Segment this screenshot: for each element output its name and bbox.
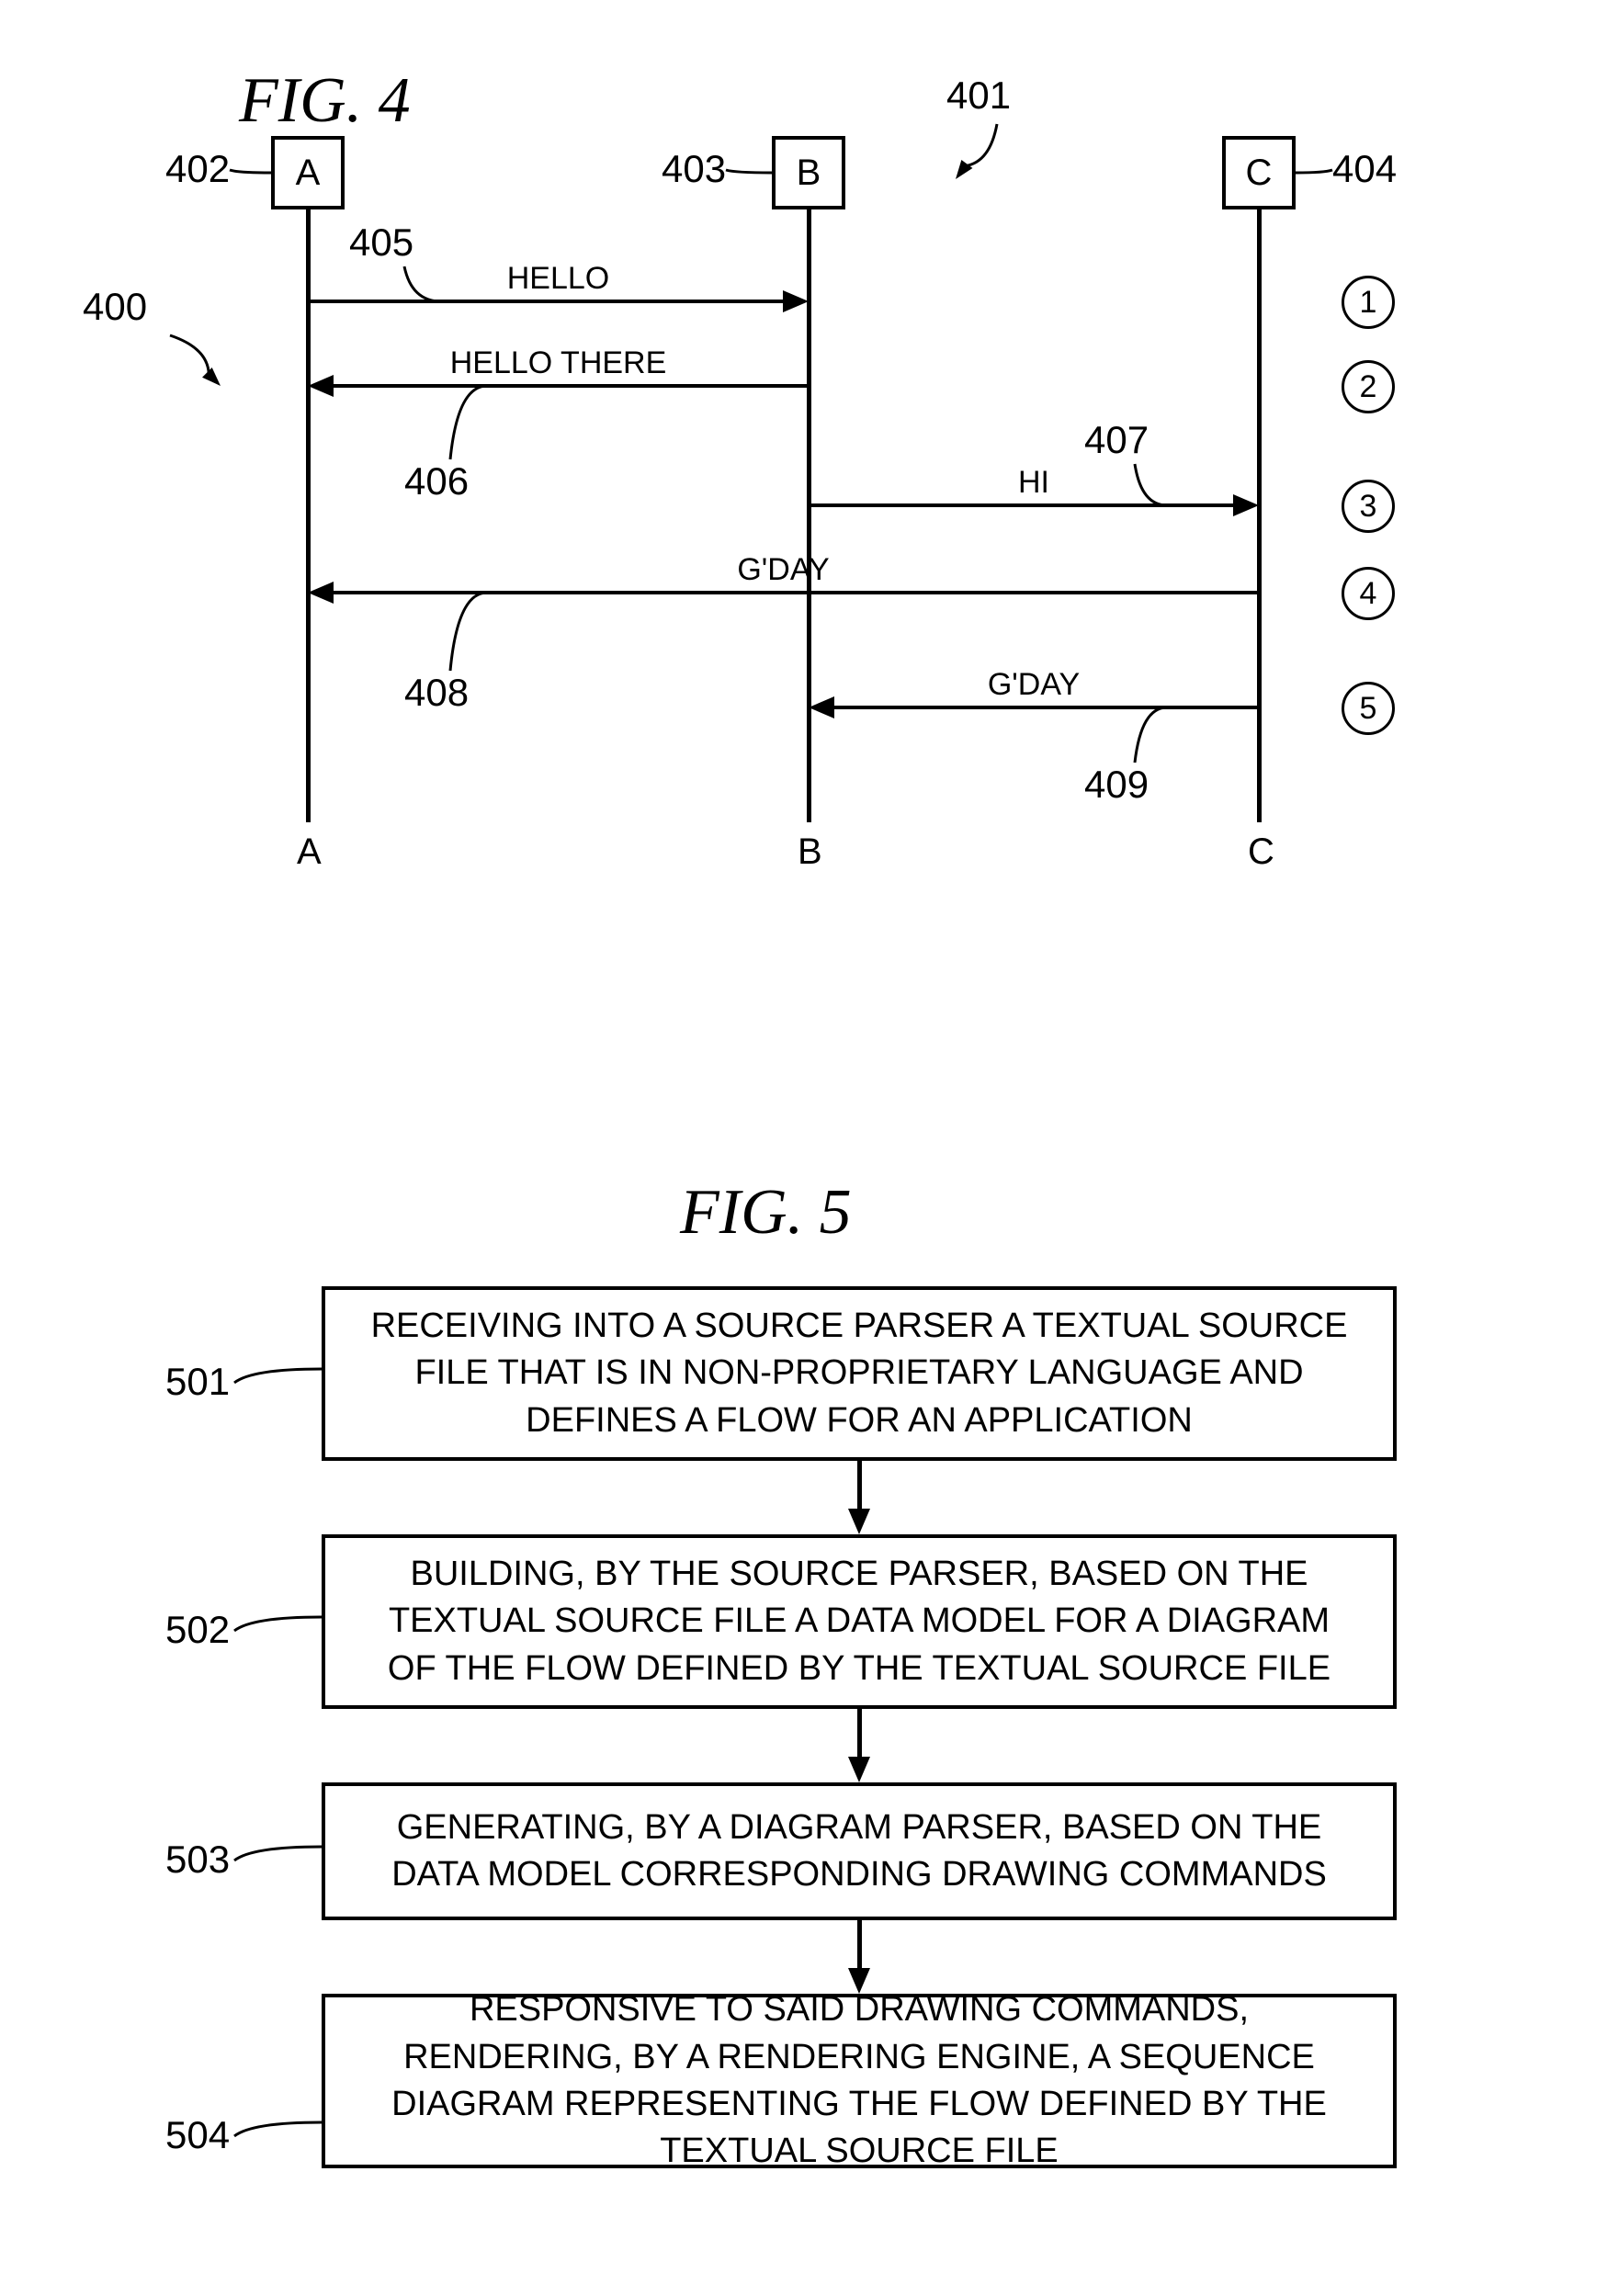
ref-400-arrow [156,322,234,400]
end-label-A: A [297,831,322,873]
actor-box-C: C [1222,136,1296,209]
flow-step-504: RESPONSIVE TO SAID DRAWING COMMANDS, REN… [322,1994,1397,2168]
actor-box-A: A [271,136,345,209]
connector-502-arrowhead [848,1757,870,1782]
ref-502-leader [225,1608,331,1640]
fig4-title: FIG. 4 [239,64,411,138]
msg-409-line [834,706,1259,709]
ref-406-leader [441,377,496,469]
msg-406-label: HELLO THERE [308,345,809,381]
ref-409-leader [1126,698,1176,772]
connector-502-503 [857,1709,862,1760]
connector-501-arrowhead [848,1509,870,1534]
step-circle-5: 5 [1342,682,1395,735]
ref-408-leader [441,583,496,680]
ref-504: 504 [165,2113,230,2157]
actor-box-B: B [772,136,845,209]
end-label-C: C [1248,831,1274,873]
ref-400: 400 [83,285,147,329]
connector-503-504 [857,1920,862,1972]
ref-503-leader [225,1838,331,1870]
msg-409-label: G'DAY [809,667,1259,703]
ref-407-leader [1126,455,1176,515]
step-circle-3: 3 [1342,480,1395,533]
fig5-title: FIG. 5 [680,1176,852,1250]
ref-403-leader [717,161,781,182]
ref-404-leader [1286,161,1342,182]
end-label-B: B [798,831,822,873]
msg-405-line [308,300,783,303]
msg-407-label: HI [809,465,1259,501]
flow-step-501: RECEIVING INTO A SOURCE PARSER A TEXTUAL… [322,1286,1397,1461]
ref-501-leader [225,1360,331,1392]
step-circle-1: 1 [1342,276,1395,329]
msg-405-label: HELLO [308,261,809,297]
ref-502: 502 [165,1608,230,1652]
page-root: FIG. 4401400A402AB403BC404CHELLO405HELLO… [0,0,1608,2296]
ref-402-leader [221,161,280,182]
ref-401-arrow [942,110,1011,193]
step-circle-4: 4 [1342,567,1395,620]
connector-501-502 [857,1461,862,1512]
flow-step-502: BUILDING, BY THE SOURCE PARSER, BASED ON… [322,1534,1397,1709]
flow-step-503: GENERATING, BY A DIAGRAM PARSER, BASED O… [322,1782,1397,1920]
ref-405-leader [395,257,450,311]
ref-503: 503 [165,1838,230,1882]
msg-406-line [334,384,809,388]
ref-404: 404 [1332,147,1397,191]
step-circle-2: 2 [1342,360,1395,413]
ref-501: 501 [165,1360,230,1404]
ref-504-leader [225,2113,331,2145]
